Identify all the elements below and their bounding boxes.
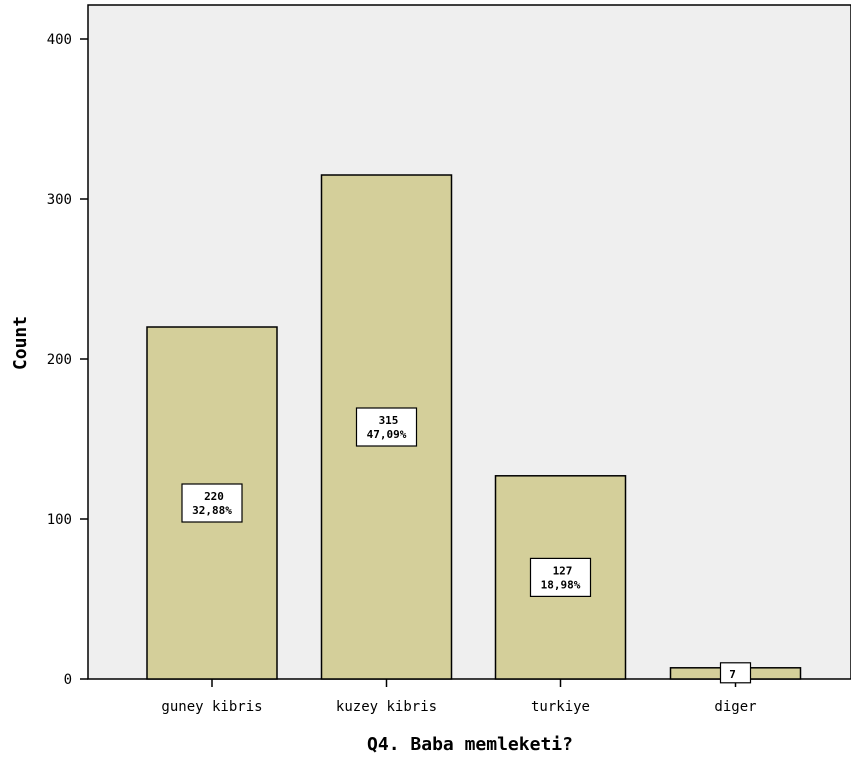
data-label-percent: 47,09%: [367, 428, 407, 441]
y-tick-label: 300: [47, 192, 72, 208]
data-label-box: [529, 557, 592, 598]
data-label-box: [355, 407, 418, 447]
data-label-box: [181, 483, 243, 523]
data-label-count: 220: [204, 490, 224, 503]
data-label-percent: 32,88%: [192, 504, 232, 517]
y-axis-ticks: 0 100 200 300 400: [47, 32, 88, 688]
y-tick-label: 400: [47, 32, 72, 48]
bar: [146, 326, 278, 680]
x-axis-title: Q4. Baba memleketi?: [367, 734, 573, 755]
x-tick-label: diger: [714, 699, 756, 715]
x-axis-categories: guney kibris kuzey kibris turkiye diger: [161, 679, 757, 715]
data-label-count: 7: [729, 668, 736, 681]
data-label-box: [719, 662, 752, 684]
y-axis-title: Count: [10, 316, 31, 370]
data-label-percent: 18,98%: [541, 578, 581, 591]
x-tick-label: guney kibris: [161, 699, 262, 715]
data-label-count: 127: [553, 564, 573, 577]
y-tick-label: 100: [47, 512, 72, 528]
x-tick-label: kuzey kibris: [336, 699, 437, 715]
data-label-count: 315: [379, 414, 399, 427]
x-tick-label: turkiye: [531, 699, 590, 715]
y-tick-label: 200: [47, 352, 72, 368]
y-tick-label: 0: [64, 672, 72, 688]
